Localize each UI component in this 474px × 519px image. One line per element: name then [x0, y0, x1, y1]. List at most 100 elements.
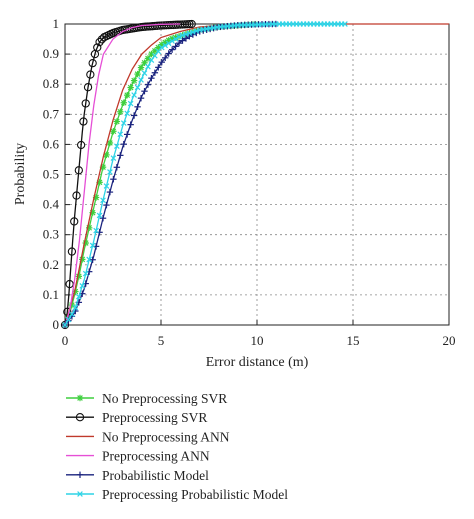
data-point [158, 58, 165, 66]
data-point [175, 39, 183, 47]
legend-label: Preprocessing ANN [102, 449, 210, 464]
legend-label: No Preprocessing ANN [102, 429, 230, 444]
data-point [113, 164, 121, 171]
data-point [342, 21, 348, 27]
data-point [93, 227, 99, 234]
y-tick-label: 1 [53, 16, 60, 31]
data-point [127, 84, 134, 91]
data-point [89, 256, 96, 263]
legend-label: Preprocessing SVR [102, 410, 207, 425]
legend-label: Probabilistic Model [102, 468, 209, 483]
data-point [107, 169, 113, 175]
data-point [117, 152, 124, 159]
data-point [124, 110, 131, 117]
data-point [86, 70, 95, 79]
legend-marker [75, 413, 85, 422]
legend-label: Preprocessing Probabilistic Model [102, 487, 288, 502]
data-point [168, 46, 176, 53]
data-point [151, 69, 159, 76]
data-point [110, 155, 117, 161]
y-tick-label: 0.5 [43, 167, 59, 182]
legend-item: Preprocessing Probabilistic Model [66, 487, 288, 502]
x-tick-label: 15 [347, 333, 360, 348]
data-point [137, 64, 145, 71]
data-point [162, 42, 169, 49]
data-point [138, 77, 144, 83]
data-point [169, 38, 175, 44]
data-point [165, 50, 172, 57]
grid-lines [65, 24, 449, 325]
x-tick-label: 10 [251, 333, 264, 348]
y-tick-label: 0.8 [43, 76, 59, 91]
series-preprocessing-ann [64, 23, 181, 326]
data-point [79, 117, 88, 126]
data-point [86, 256, 93, 263]
data-point [96, 212, 103, 219]
y-tick-label: 0.7 [43, 106, 60, 121]
data-point [60, 320, 70, 330]
y-axis-label: Probability [13, 143, 28, 205]
data-point [134, 84, 141, 91]
data-point [88, 58, 97, 68]
data-point [117, 108, 124, 115]
data-point [65, 279, 74, 289]
data-point [141, 87, 148, 95]
data-point [120, 120, 127, 126]
legend-item: Preprocessing ANN [66, 449, 210, 464]
y-tick-label: 0.3 [43, 227, 59, 242]
data-point [82, 270, 89, 277]
legend-marker [76, 394, 84, 402]
data-point [182, 35, 190, 42]
data-point [106, 139, 114, 147]
data-point [117, 131, 124, 138]
data-point [65, 316, 72, 323]
data-point [62, 322, 68, 328]
legend: No Preprocessing SVR Preprocessing SVR No … [66, 391, 288, 502]
data-point [134, 70, 141, 78]
data-point [148, 74, 155, 82]
data-point [100, 197, 106, 204]
x-tick-label: 20 [443, 333, 456, 348]
data-point [75, 293, 82, 300]
x-tick-label: 0 [62, 333, 69, 348]
data-point [179, 37, 186, 44]
data-point [75, 273, 83, 280]
data-point [83, 83, 93, 92]
data-point [113, 118, 121, 125]
data-point [162, 54, 169, 62]
legend-label: No Preprocessing SVR [102, 391, 227, 406]
data-point [130, 77, 138, 84]
data-point [120, 140, 127, 148]
legend-item: Probabilistic Model [66, 468, 209, 483]
y-tick-label: 0.2 [43, 257, 59, 272]
y-tick-label: 0.9 [43, 46, 59, 61]
data-point [182, 20, 192, 29]
data-point [124, 91, 131, 99]
data-point [152, 52, 158, 59]
data-point [176, 33, 182, 40]
data-point [70, 217, 79, 226]
data-point [185, 19, 194, 29]
axis-ticks: 0 5 10 15 20 0 0.1 0.2 0.3 0.4 0.5 0.6 0.7 0.8 0.9 1 [43, 16, 456, 348]
data-point [172, 36, 179, 42]
data-point [99, 215, 107, 222]
data-point [67, 247, 77, 256]
data-point [103, 183, 110, 189]
data-point [106, 188, 114, 196]
data-point [145, 63, 151, 70]
data-point [127, 100, 134, 107]
data-point [74, 166, 83, 175]
data-point [158, 44, 165, 51]
legend-marker [76, 471, 84, 478]
series-preprocessing-svr [60, 19, 196, 330]
x-tick-label: 5 [158, 333, 165, 348]
data-point [141, 70, 148, 76]
data-point [110, 128, 117, 135]
data-point [165, 40, 172, 47]
y-tick-label: 0.1 [43, 287, 59, 302]
series-preprocessing-probabilistic-model [62, 21, 348, 328]
data-point [120, 99, 127, 106]
data-point [103, 201, 110, 209]
x-axis-label: Error distance (m) [206, 355, 309, 370]
